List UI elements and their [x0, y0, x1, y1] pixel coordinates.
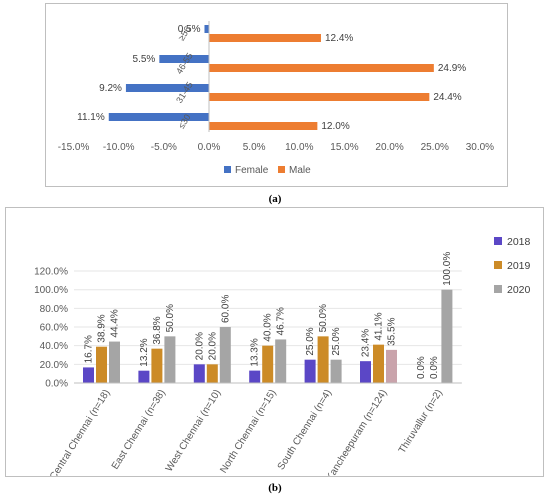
bar-2020 [441, 289, 453, 383]
age-group-label: 46-55 [174, 51, 195, 76]
region-year-chart: 0.0% 20.0% 40.0% 60.0% 80.0% 100.0% 120.0% 16.7… [34, 236, 531, 483]
bar-2019 [317, 336, 329, 383]
bar-value-label: 0.0% [429, 356, 440, 379]
male-bar [209, 93, 430, 101]
bar-value-label: 44.4% [110, 309, 121, 337]
bar-value-label: 60.0% [220, 295, 231, 323]
bar-2018 [138, 370, 150, 383]
bar-2020 [164, 336, 176, 383]
x-tick-label: 15.0% [330, 142, 358, 153]
bar-2019 [151, 348, 163, 383]
y-tick-label: 120.0% [34, 267, 68, 278]
bar-value-label: 41.1% [374, 312, 385, 340]
bar-value-label: 0.0% [416, 356, 427, 379]
y-tick-label: 100.0% [34, 285, 68, 296]
bar-value-label: 25.0% [305, 327, 316, 355]
male-value-label: 24.4% [433, 92, 461, 103]
male-value-label: 24.9% [438, 63, 466, 74]
x-tick-label: 30.0% [466, 142, 494, 153]
female-value-label: 11.1% [77, 112, 105, 123]
bar-2018 [83, 367, 94, 383]
male-value-label: 12.0% [321, 121, 349, 132]
bar-value-label: 50.0% [318, 304, 329, 332]
bar-value-label: 100.0% [442, 252, 453, 286]
x-tick-label: 20.0% [375, 142, 403, 153]
legend-female-swatch [224, 166, 231, 173]
x-tick-label: 25.0% [421, 142, 449, 153]
female-value-label: 5.5% [133, 54, 156, 65]
bar-value-label: 40.0% [263, 313, 274, 341]
bar-2020 [386, 349, 397, 383]
x-tick-label: 0.0% [198, 142, 221, 153]
female-bar [204, 25, 209, 33]
bar-value-label: 38.9% [97, 314, 108, 342]
bar-2018 [360, 361, 371, 383]
region-label: South Chennai (n=4) [276, 388, 334, 472]
legend-label-2020: 2020 [507, 284, 531, 296]
female-value-label: 9.2% [99, 83, 122, 94]
bar-value-label: 35.5% [387, 317, 398, 345]
region-label: Kancheepuram (n=124) [324, 388, 389, 476]
age-gender-chart: -15.0% -10.0% -5.0% 0.0% 5.0% 10.0% 15.0% 20.0%… [58, 21, 494, 176]
caption-a: (a) [268, 193, 282, 205]
x-tick-label: -10.0% [103, 142, 135, 153]
bar-2020 [275, 339, 287, 383]
legend-swatch-2020 [494, 285, 502, 293]
x-tick-label: 10.0% [285, 142, 313, 153]
male-bar [209, 122, 318, 130]
x-tick-label: 5.0% [243, 142, 266, 153]
legend-female-label: Female [235, 165, 269, 176]
legend-male-swatch [278, 166, 285, 173]
x-tick-label: -15.0% [58, 142, 90, 153]
bar-value-label: 46.7% [276, 307, 287, 335]
bar-2019 [206, 364, 218, 383]
bar-2020 [109, 341, 120, 383]
bar-value-label: 20.0% [194, 332, 205, 360]
age-group-label: 31-45 [174, 80, 195, 105]
female-value-label: 0.5% [178, 24, 201, 35]
bar-2020 [219, 327, 231, 383]
female-bar [159, 55, 209, 63]
bar-value-label: 16.7% [84, 335, 95, 363]
female-bar [125, 84, 209, 92]
bar-value-label: 13.3% [250, 338, 261, 366]
bar-value-label: 23.4% [361, 329, 372, 357]
bar-2019 [262, 345, 274, 383]
bar-2019 [373, 344, 384, 383]
region-label: West Chennai (n=10) [164, 388, 223, 474]
y-tick-label: 20.0% [40, 360, 68, 371]
legend-label-2018: 2018 [507, 236, 531, 248]
region-label: Thiruvallur (n=2) [397, 388, 445, 456]
y-tick-label: 80.0% [40, 304, 68, 315]
male-bar [209, 64, 434, 72]
bar-2018 [304, 359, 316, 383]
legend-male-label: Male [289, 165, 311, 176]
bar-value-label: 25.0% [331, 327, 342, 355]
y-tick-label: 40.0% [40, 341, 68, 352]
bar-value-label: 50.0% [165, 304, 176, 332]
region-label: Central Chennai (n=18) [48, 388, 113, 476]
female-bar [108, 113, 209, 121]
region-year-chart-panel: 0.0% 20.0% 40.0% 60.0% 80.0% 100.0% 120.0% 16.7… [5, 207, 544, 483]
bar-2020 [330, 359, 342, 383]
region-label: North Chennai (n=15) [218, 388, 278, 476]
bar-value-label: 20.0% [207, 332, 218, 360]
caption-b: (b) [268, 482, 282, 494]
legend-swatch-2019 [494, 261, 502, 269]
bar-2019 [96, 346, 107, 383]
male-value-label: 12.4% [325, 33, 353, 44]
bar-value-label: 36.8% [152, 316, 163, 344]
region-label: East Chennai (n=38) [110, 388, 168, 472]
male-bar [209, 34, 321, 42]
legend-label-2019: 2019 [507, 260, 531, 272]
x-tick-label: -5.0% [151, 142, 177, 153]
y-tick-label: 60.0% [40, 323, 68, 334]
legend-swatch-2018 [494, 237, 502, 245]
y-tick-label: 0.0% [45, 379, 68, 390]
age-gender-chart-panel: -15.0% -10.0% -5.0% 0.0% 5.0% 10.0% 15.0% 20.0%… [45, 3, 508, 187]
bar-value-label: 13.2% [139, 338, 150, 366]
bar-2018 [193, 364, 205, 383]
bar-2018 [249, 370, 261, 383]
